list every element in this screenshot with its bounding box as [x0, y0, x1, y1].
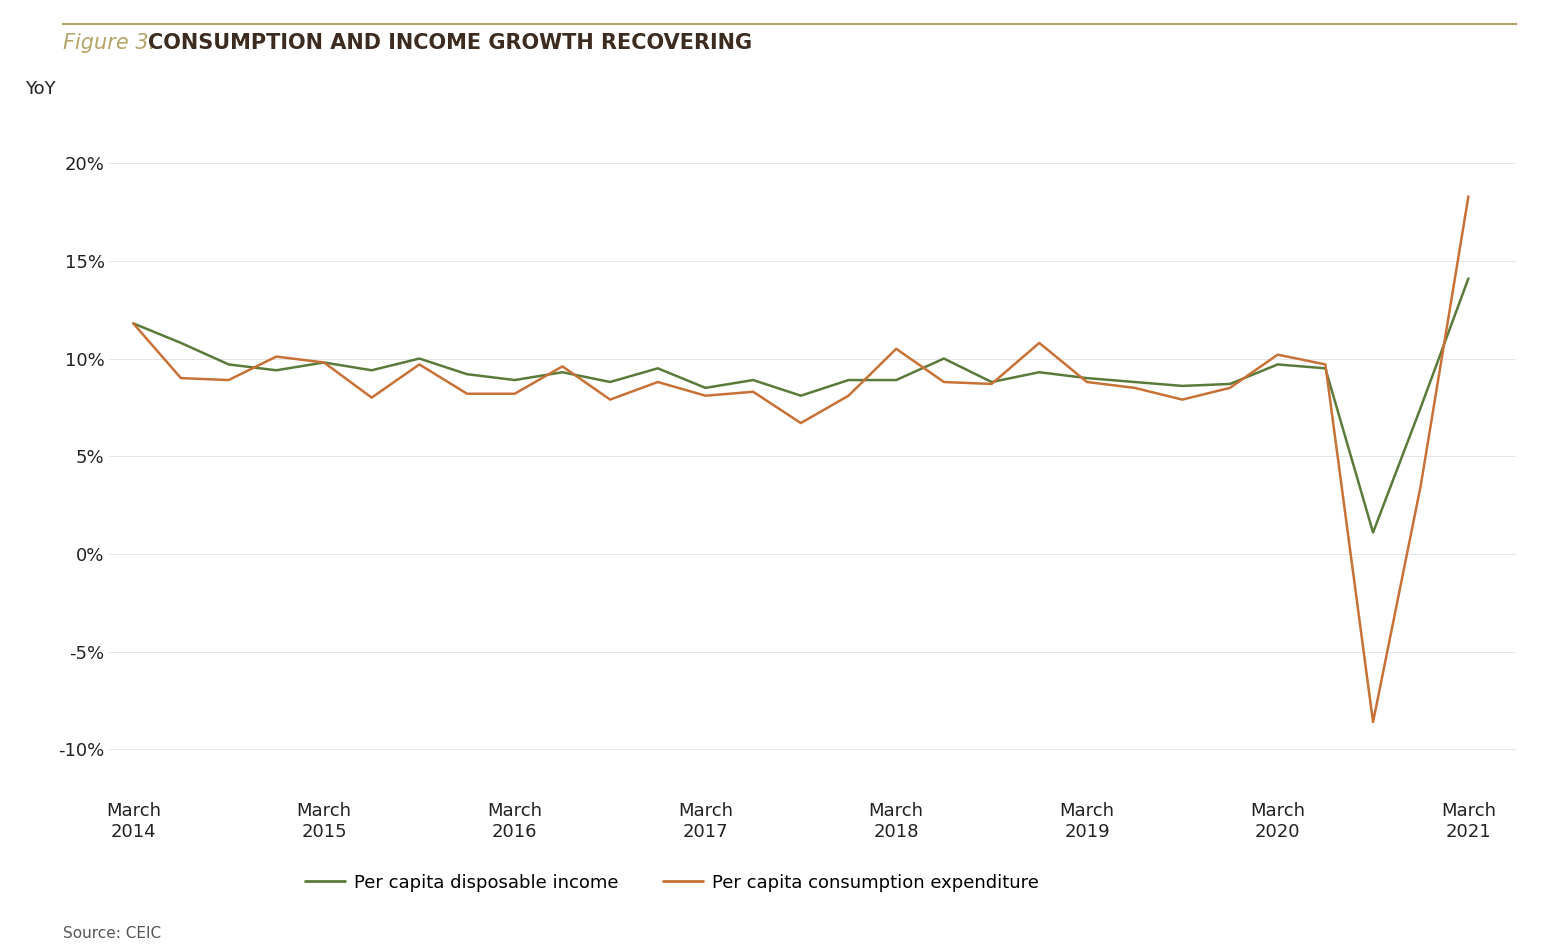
Text: Source: CEIC: Source: CEIC — [63, 925, 161, 940]
Per capita disposable income — [363, 365, 381, 376]
Per capita disposable income — [1077, 372, 1096, 384]
Line: Per capita consumption expenditure: Per capita consumption expenditure — [133, 197, 1468, 722]
Per capita disposable income — [1316, 363, 1335, 374]
Per capita disposable income — [935, 352, 953, 364]
Per capita consumption expenditure — [410, 359, 428, 371]
Per capita disposable income — [886, 374, 905, 386]
Per capita consumption expenditure — [123, 317, 142, 329]
Per capita consumption expenditure — [1458, 191, 1477, 202]
Per capita disposable income — [744, 374, 763, 386]
Per capita consumption expenditure — [314, 357, 333, 369]
Per capita consumption expenditure — [839, 390, 858, 402]
Per capita disposable income — [123, 317, 142, 329]
Per capita consumption expenditure — [1411, 480, 1430, 491]
Per capita consumption expenditure — [1077, 376, 1096, 388]
Text: YoY: YoY — [25, 80, 56, 98]
Per capita disposable income — [458, 369, 477, 380]
Per capita disposable income — [410, 352, 428, 364]
Per capita disposable income — [172, 337, 191, 349]
Per capita consumption expenditure — [1316, 359, 1335, 371]
Per capita disposable income — [219, 359, 238, 371]
Per capita consumption expenditure — [363, 392, 381, 404]
Text: Figure 3.: Figure 3. — [63, 33, 155, 53]
Text: CONSUMPTION AND INCOME GROWTH RECOVERING: CONSUMPTION AND INCOME GROWTH RECOVERING — [148, 33, 753, 53]
Per capita consumption expenditure — [1221, 382, 1239, 393]
Per capita consumption expenditure — [935, 376, 953, 388]
Per capita disposable income — [1125, 376, 1144, 388]
Per capita consumption expenditure — [1172, 394, 1191, 406]
Per capita consumption expenditure — [886, 343, 905, 354]
Per capita disposable income — [1030, 367, 1049, 378]
Per capita consumption expenditure — [1125, 382, 1144, 393]
Per capita disposable income — [553, 367, 572, 378]
Per capita disposable income — [791, 390, 810, 402]
Per capita disposable income — [1363, 527, 1382, 539]
Per capita consumption expenditure — [505, 388, 524, 399]
Per capita consumption expenditure — [267, 351, 286, 362]
Per capita consumption expenditure — [982, 378, 1000, 390]
Per capita disposable income — [982, 376, 1000, 388]
Per capita consumption expenditure — [219, 374, 238, 386]
Per capita disposable income — [314, 357, 333, 369]
Per capita consumption expenditure — [791, 417, 810, 428]
Line: Per capita disposable income: Per capita disposable income — [133, 278, 1468, 533]
Per capita consumption expenditure — [649, 376, 667, 388]
Per capita consumption expenditure — [172, 372, 191, 384]
Per capita disposable income — [1411, 402, 1430, 413]
Per capita disposable income — [1268, 359, 1286, 371]
Per capita consumption expenditure — [553, 361, 572, 372]
Per capita consumption expenditure — [696, 390, 714, 402]
Per capita disposable income — [649, 363, 667, 374]
Legend: Per capita disposable income, Per capita consumption expenditure: Per capita disposable income, Per capita… — [299, 866, 1046, 899]
Per capita consumption expenditure — [600, 394, 619, 406]
Per capita consumption expenditure — [458, 388, 477, 399]
Per capita disposable income — [839, 374, 858, 386]
Per capita consumption expenditure — [1363, 716, 1382, 728]
Per capita disposable income — [1172, 380, 1191, 391]
Per capita disposable income — [600, 376, 619, 388]
Per capita consumption expenditure — [1268, 349, 1286, 360]
Per capita disposable income — [267, 365, 286, 376]
Per capita consumption expenditure — [744, 386, 763, 397]
Per capita disposable income — [696, 382, 714, 393]
Per capita disposable income — [505, 374, 524, 386]
Per capita disposable income — [1221, 378, 1239, 390]
Per capita consumption expenditure — [1030, 337, 1049, 349]
Per capita disposable income — [1458, 273, 1477, 284]
